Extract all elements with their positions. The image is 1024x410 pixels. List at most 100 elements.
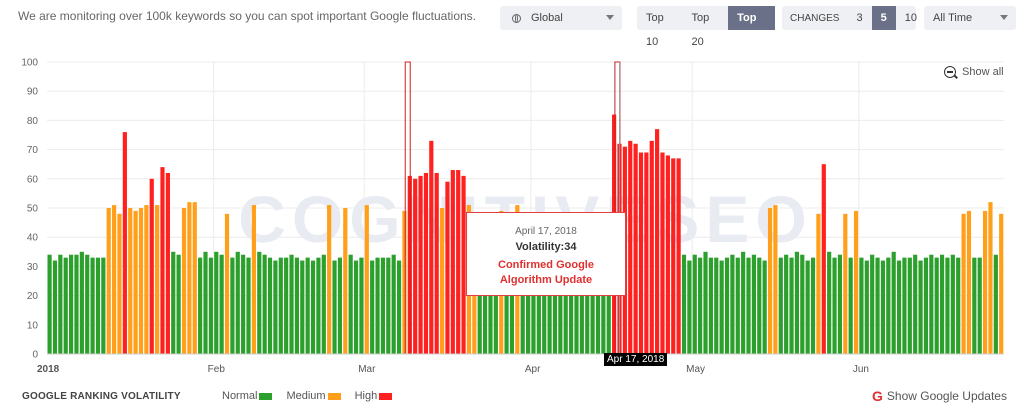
volatility-bar [934,257,939,354]
changes-filter-group: CHANGES 3 5 10 [782,6,917,30]
legend-high-swatch [379,392,393,400]
volatility-bar [273,260,278,354]
volatility-bar [122,132,127,354]
y-tick-label: 30 [27,262,39,273]
changes-option-3[interactable]: 3 [856,12,863,24]
crosshair-date-label: Apr 17, 2018 [604,353,668,366]
chart-title: GOOGLE RANKING VOLATILITY [22,391,181,402]
volatility-bar [628,140,633,354]
volatility-bar [112,205,117,354]
volatility-bar [880,260,886,354]
volatility-bar [348,254,353,354]
volatility-bar [552,257,558,354]
volatility-bar [396,260,402,354]
volatility-bar [972,257,977,354]
volatility-bar [724,257,730,354]
volatility-bar [224,213,230,354]
top-option-top-50[interactable]: Top 50 [728,6,775,48]
volatility-bar [773,205,778,354]
volatility-bar [665,155,670,354]
volatility-bar [875,257,880,354]
volatility-bar [977,257,982,354]
y-tick-label: 90 [27,87,39,98]
volatility-bar [757,257,762,354]
intro-text: We are monitoring over 100k keywords so … [18,9,477,23]
volatility-bar [47,254,52,354]
volatility-bar [251,205,256,354]
legend-medium-swatch [327,392,341,400]
volatility-bar [429,140,434,354]
volatility-bar [655,129,660,354]
volatility-bar [794,251,799,354]
volatility-bar [327,205,332,354]
volatility-bar [477,257,482,354]
volatility-bar [58,254,63,354]
chevron-down-icon [606,15,614,20]
volatility-bar [714,257,719,354]
volatility-bar [939,254,945,354]
volatility-bar [520,260,525,354]
volatility-bar [262,254,267,354]
changes-option-10[interactable]: 10 [904,12,917,24]
volatility-bar [531,257,536,354]
volatility-bar [692,254,697,354]
volatility-bar [595,257,601,354]
volatility-bar [913,254,918,354]
volatility-bar [208,257,213,354]
volatility-bar [95,257,101,354]
volatility-bar [579,257,584,354]
volatility-bar [676,158,681,354]
volatility-bar [386,257,391,354]
volatility-bar [321,254,326,354]
top-option-top-10[interactable]: Top 10 [646,12,664,48]
show-google-updates-toggle[interactable]: G Show Google Updates [872,388,1007,404]
volatility-bar [316,257,321,354]
volatility-bar [821,164,826,354]
volatility-bar [423,172,429,354]
region-value: Global [531,12,563,24]
volatility-bar [192,202,197,354]
volatility-bar [375,257,380,354]
volatility-bar [816,213,821,354]
y-tick-label: 80 [27,116,39,127]
y-tick-label: 20 [27,291,39,302]
volatility-bar [853,210,859,354]
volatility-bar [687,260,692,354]
top-option-top-20[interactable]: Top 20 [691,12,710,48]
y-tick-label: 10 [27,320,39,331]
volatility-bar [305,257,310,354]
volatility-bar [149,178,154,354]
volatility-bar [187,202,192,354]
volatility-bar [133,210,138,354]
volatility-bar [267,257,273,354]
volatility-bar [982,210,988,354]
volatility-bar [633,143,638,354]
volatility-bar [235,251,240,354]
changes-option-5[interactable]: 5 [871,6,896,30]
legend-normal-swatch [259,392,273,400]
time-range-value: All Time [933,12,973,24]
volatility-bar [171,251,176,354]
x-tick-label: 2018 [37,364,60,375]
time-range-select[interactable]: All Time [924,6,1016,30]
x-tick-label: Feb [208,364,226,375]
y-tick-label: 70 [27,145,39,156]
volatility-bar [762,260,767,354]
legend-medium-label: Medium [286,390,326,402]
volatility-bar [364,205,369,354]
tooltip-update-note: Confirmed Google Algorithm Update [498,259,594,286]
volatility-bar [832,257,837,354]
volatility-bar [300,260,305,354]
volatility-bar [289,254,294,354]
volatility-bar [574,257,579,354]
region-select[interactable]: Global [500,6,622,30]
volatility-bar [85,254,90,354]
volatility-bar [181,208,187,354]
show-google-updates-label: Show Google Updates [886,389,1007,403]
x-tick-label: May [686,364,705,375]
volatility-bar [69,254,74,354]
volatility-bar [284,257,289,354]
volatility-bar [708,257,713,354]
volatility-bar [945,257,950,354]
show-all-button[interactable]: Show all [944,66,1004,78]
